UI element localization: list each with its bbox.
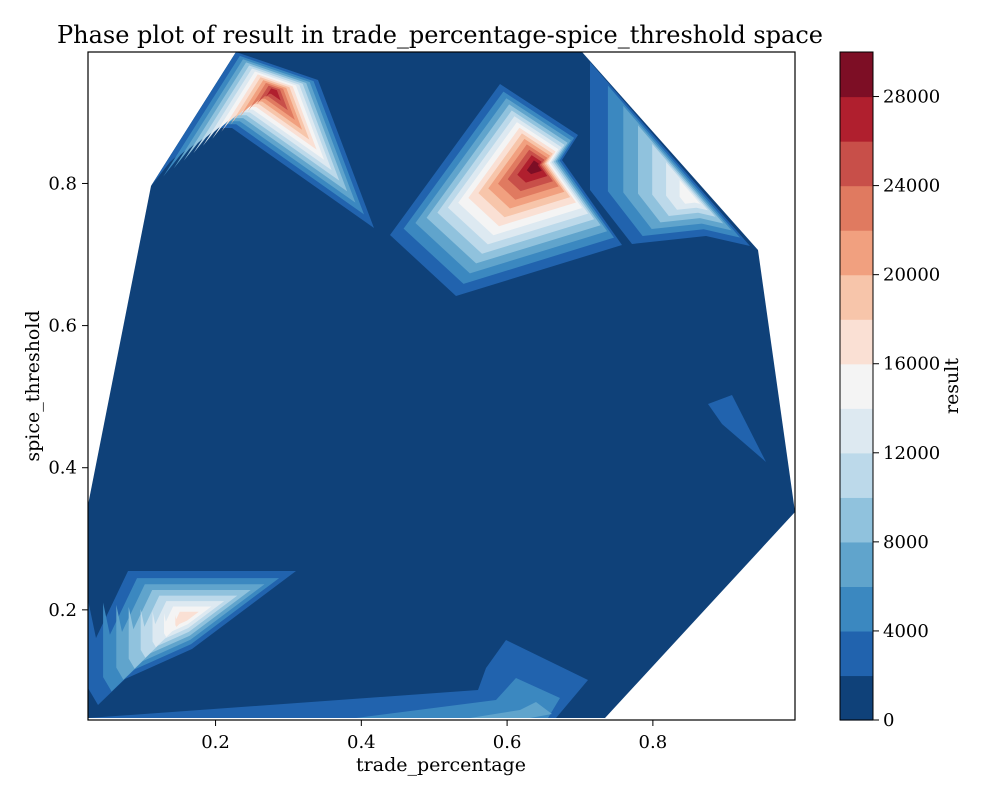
colorbar-band (840, 408, 873, 454)
peak-bottom-left (88, 571, 296, 705)
x-tick-label: 0.4 (347, 732, 376, 753)
contour-band (526, 160, 542, 175)
colorbar-label: result (941, 358, 963, 414)
contour-band (175, 611, 199, 627)
colorbar-band (840, 452, 873, 498)
colorbar-band (840, 141, 873, 187)
colorbar-band (840, 230, 873, 276)
colorbar-band (840, 363, 873, 409)
colorbar-tick-label: 4000 (883, 621, 929, 642)
contour-band (164, 606, 212, 637)
colorbar-frame (839, 51, 874, 721)
peak-right (590, 62, 750, 246)
colorbar-band (840, 274, 873, 320)
chart-title: Phase plot of result in trade_percentage… (57, 21, 823, 49)
colorbar-tick-label: 0 (883, 710, 894, 731)
contour-band (652, 144, 716, 217)
colorbar: 0 4000 8000 12000 16000 20000 24000 28000 resul… (839, 51, 963, 731)
contour-band (470, 702, 552, 718)
contour-band (212, 71, 325, 160)
x-tick-label: 0.6 (493, 732, 522, 753)
colorbar-band (840, 586, 873, 632)
colorbar-band (840, 675, 873, 721)
y-tick-label: 0.2 (48, 600, 77, 621)
peak-top-left (151, 52, 374, 228)
colorbar-bands (840, 52, 873, 721)
colorbar-tick-label: 28000 (883, 87, 940, 108)
contour-band (230, 77, 310, 140)
colorbar-band (840, 185, 873, 231)
x-axis-label: trade_percentage (356, 754, 526, 776)
contour-band (239, 80, 303, 130)
contour-band (679, 180, 701, 204)
colorbar-band (840, 319, 873, 365)
contour-band (265, 88, 281, 101)
minor-features (88, 395, 766, 718)
contour-band (88, 640, 588, 718)
contour-band (356, 678, 560, 718)
y-axis-ticks: 0.2 0.4 0.6 0.8 (48, 173, 88, 621)
contour-band (248, 82, 295, 120)
y-tick-label: 0.4 (48, 458, 77, 479)
y-tick-label: 0.6 (48, 316, 77, 337)
y-tick-label: 0.8 (48, 173, 77, 194)
colorbar-band (840, 541, 873, 587)
colorbar-band (840, 96, 873, 142)
colorbar-band (840, 497, 873, 543)
contour-band (256, 85, 288, 111)
colorbar-band (840, 52, 873, 98)
x-tick-label: 0.2 (201, 732, 230, 753)
colorbar-tick-label: 20000 (883, 265, 940, 286)
x-axis-ticks: 0.2 0.4 0.6 0.8 (201, 720, 667, 753)
y-axis-label: spice_threshold (22, 310, 44, 461)
contour-band (708, 395, 766, 462)
colorbar-band (840, 630, 873, 677)
colorbar-tick-label: 24000 (883, 176, 940, 197)
colorbar-tick-label: 16000 (883, 354, 940, 375)
plot-area (87, 51, 796, 721)
contour-layers (88, 52, 795, 718)
x-tick-label: 0.8 (639, 732, 668, 753)
colorbar-ticks: 0 4000 8000 12000 16000 20000 24000 28000 (873, 87, 940, 731)
contour-band (221, 74, 317, 150)
peak-top-center (390, 84, 622, 296)
contour-band (666, 162, 708, 211)
colorbar-tick-label: 12000 (883, 443, 940, 464)
plot-frame (87, 51, 796, 721)
colorbar-tick-label: 8000 (883, 532, 929, 553)
